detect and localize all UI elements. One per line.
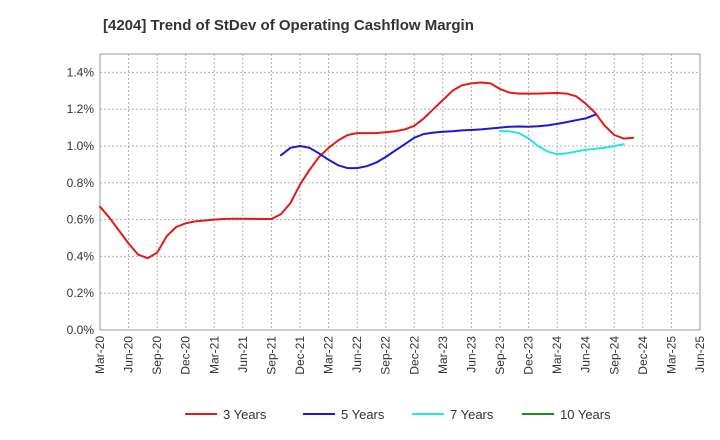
x-tick-label: Jun-21 xyxy=(236,336,250,373)
plot-area-border xyxy=(99,53,701,331)
legend-label: 3 Years xyxy=(223,407,267,422)
legend: 3 Years 5 Years 7 Years 10 Years xyxy=(185,407,611,422)
x-tick-label: Mar-21 xyxy=(207,336,221,374)
y-tick-label: 0.8% xyxy=(67,176,95,190)
x-tick-label: Jun-25 xyxy=(693,336,707,373)
x-tick-label: Mar-22 xyxy=(322,336,336,374)
y-axis-ticks: 0.0% 0.2% 0.4% 0.6% 0.8% 1.0% 1.2% 1.4% xyxy=(67,65,95,337)
x-tick-label: Mar-24 xyxy=(550,336,564,374)
x-tick-label: Mar-23 xyxy=(436,336,450,374)
grid xyxy=(99,54,701,331)
y-tick-label: 0.0% xyxy=(67,323,95,337)
legend-label: 10 Years xyxy=(560,407,611,422)
x-tick-label: Dec-24 xyxy=(636,336,650,375)
x-tick-label: Dec-22 xyxy=(407,336,421,375)
y-tick-label: 0.2% xyxy=(67,286,95,300)
y-tick-label: 1.0% xyxy=(67,139,95,153)
chart-title: [4204] Trend of StDev of Operating Cashf… xyxy=(103,17,474,34)
y-tick-label: 1.2% xyxy=(67,102,95,116)
x-tick-label: Jun-24 xyxy=(579,336,593,373)
x-tick-label: Jun-22 xyxy=(350,336,364,373)
y-tick-label: 0.6% xyxy=(67,213,95,227)
y-tick-label: 1.4% xyxy=(67,65,95,79)
x-tick-label: Sep-22 xyxy=(379,336,393,375)
x-tick-label: Jun-20 xyxy=(122,336,136,373)
series-line-5-years xyxy=(280,113,597,170)
x-tick-label: Sep-21 xyxy=(264,336,278,375)
x-axis-ticks: Mar-20 Jun-20 Sep-20 Dec-20 Mar-21 Jun-21 Sep-… xyxy=(93,336,707,375)
x-tick-label: Sep-24 xyxy=(607,336,621,375)
x-tick-label: Dec-20 xyxy=(179,336,193,375)
series-lines xyxy=(99,81,635,260)
x-tick-label: Dec-23 xyxy=(522,336,536,375)
series-line-3-years xyxy=(99,81,635,260)
x-tick-label: Dec-21 xyxy=(293,336,307,375)
x-tick-label: Sep-23 xyxy=(493,336,507,375)
x-tick-label: Mar-20 xyxy=(93,336,107,374)
series-line-7-years xyxy=(499,130,625,156)
legend-label: 7 Years xyxy=(450,407,494,422)
x-tick-label: Sep-20 xyxy=(150,336,164,375)
legend-label: 5 Years xyxy=(341,407,385,422)
x-tick-label: Jun-23 xyxy=(464,336,478,373)
y-tick-label: 0.4% xyxy=(67,249,95,263)
x-tick-label: Mar-25 xyxy=(664,336,678,374)
